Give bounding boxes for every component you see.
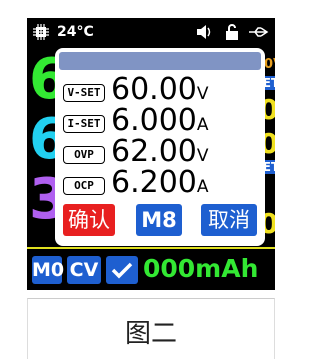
value-text: 60.00 [111, 72, 197, 107]
page: {"status_bar":{"temperature":"24°C"}, "b… [0, 0, 300, 358]
device-screen: 24°C 6 6 3 00V ET 0V 0A ET 0A 确认 M8 取消 V… [27, 18, 275, 290]
setting-value: 60.00V [111, 75, 209, 105]
caption: 图二 [28, 313, 274, 350]
status-icons [195, 24, 271, 40]
check-icon [106, 256, 138, 284]
setting-value: 6.200A [111, 168, 209, 198]
dialog-header [59, 52, 261, 70]
memory-button[interactable]: M8 [136, 204, 182, 236]
unit-text: A [197, 115, 209, 135]
confirm-button[interactable]: 确认 [63, 204, 115, 236]
setting-label: V-SET [63, 84, 105, 102]
setting-label: I-SET [63, 115, 105, 133]
caption-box: 图二 [27, 298, 275, 359]
capacity: 000mAh [143, 256, 258, 281]
divider [27, 247, 275, 249]
value-text: 6.000 [111, 103, 197, 138]
setting-value: 6.000A [111, 106, 209, 136]
unit-text: V [197, 146, 209, 166]
temperature: 24°C [57, 24, 94, 40]
memory-tag: M0 [32, 256, 62, 284]
unit-text: A [197, 177, 209, 197]
setting-row: OCP 6.200A [63, 171, 263, 201]
unit-text: V [197, 84, 209, 104]
cancel-button[interactable]: 取消 [201, 204, 257, 236]
chip-icon [33, 24, 49, 40]
value-text: 62.00 [111, 134, 197, 169]
mode-tag: CV [67, 256, 101, 284]
setting-label: OCP [63, 177, 105, 195]
setting-value: 62.00V [111, 137, 209, 167]
setting-label: OVP [63, 146, 105, 164]
value-text: 6.200 [111, 165, 197, 200]
